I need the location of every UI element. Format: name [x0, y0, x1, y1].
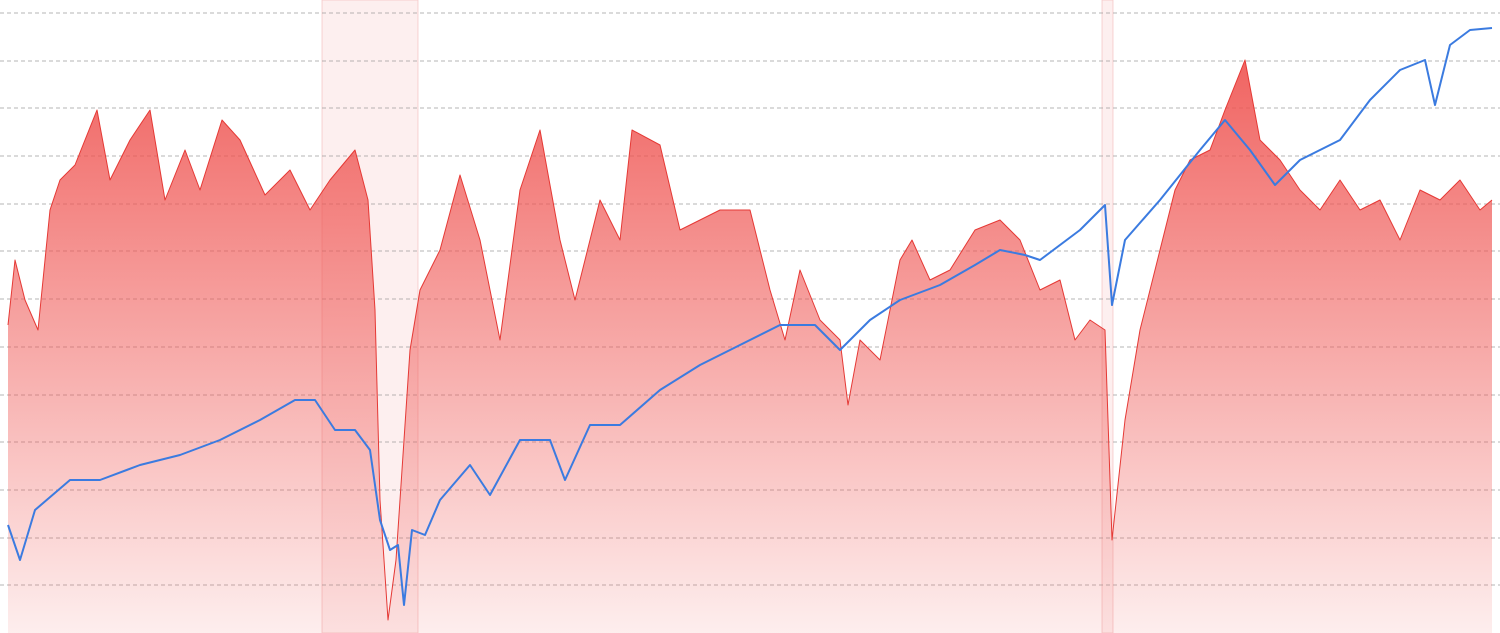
area-fill [8, 60, 1492, 633]
series-line [7, 59, 1493, 621]
series-line [7, 27, 1493, 606]
shaded-region [1101, 0, 1114, 633]
